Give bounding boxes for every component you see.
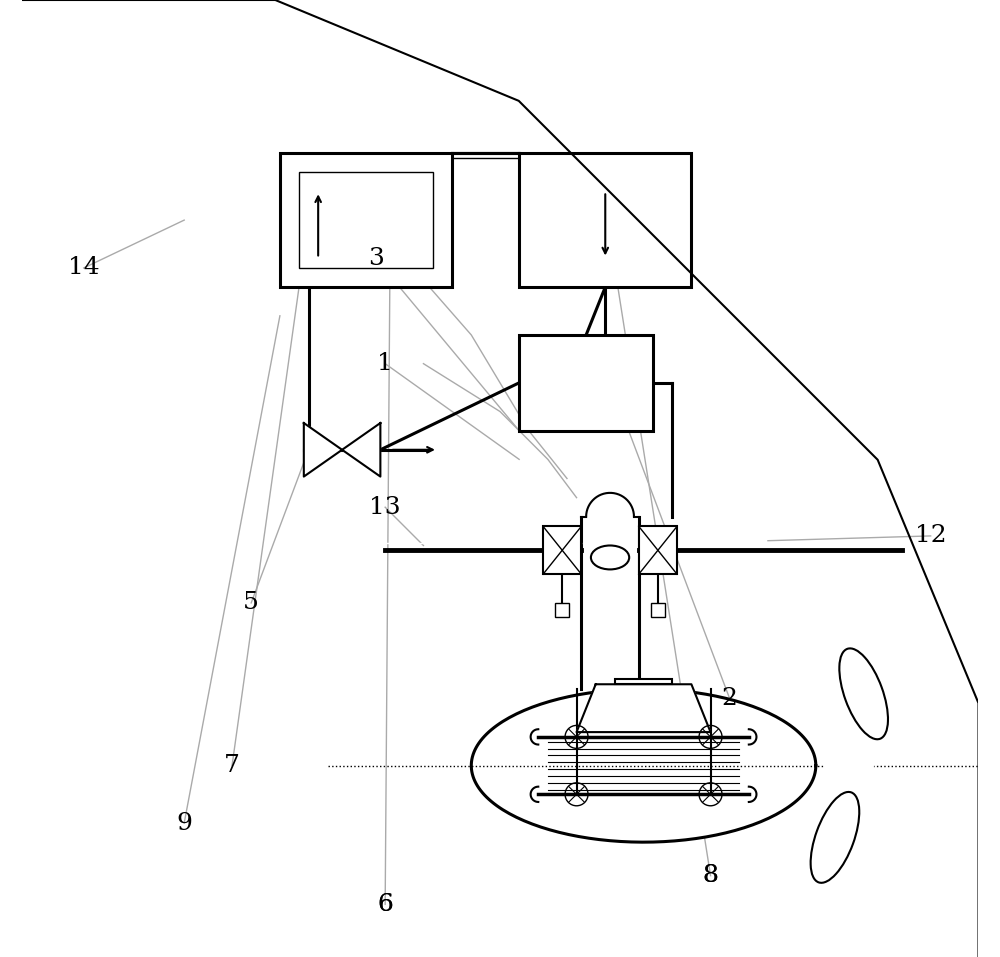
Polygon shape [577,684,711,732]
Ellipse shape [811,792,859,882]
Text: 3: 3 [368,247,384,270]
Text: 14: 14 [68,256,100,279]
Text: 9: 9 [176,812,192,835]
Ellipse shape [839,649,888,739]
Text: 1: 1 [377,352,393,375]
Circle shape [825,742,873,790]
Text: 6: 6 [377,893,393,916]
Polygon shape [471,689,816,842]
Bar [639,526,677,574]
Text: 2: 2 [722,687,738,710]
Text: 8: 8 [703,864,718,887]
Bar [280,153,452,287]
Text: 6: 6 [377,893,393,916]
Bar [555,603,569,617]
Text: 13: 13 [369,496,401,519]
Text: 12: 12 [915,524,946,547]
Bar [519,335,653,431]
Bar [615,679,672,684]
Text: 7: 7 [224,754,240,777]
Ellipse shape [591,545,629,569]
Bar [543,526,581,574]
Bar [519,153,691,287]
Text: 8: 8 [703,864,718,887]
Bar [299,172,433,268]
Polygon shape [342,423,380,477]
Polygon shape [304,423,342,477]
Text: 5: 5 [243,591,259,614]
Bar [651,603,665,617]
